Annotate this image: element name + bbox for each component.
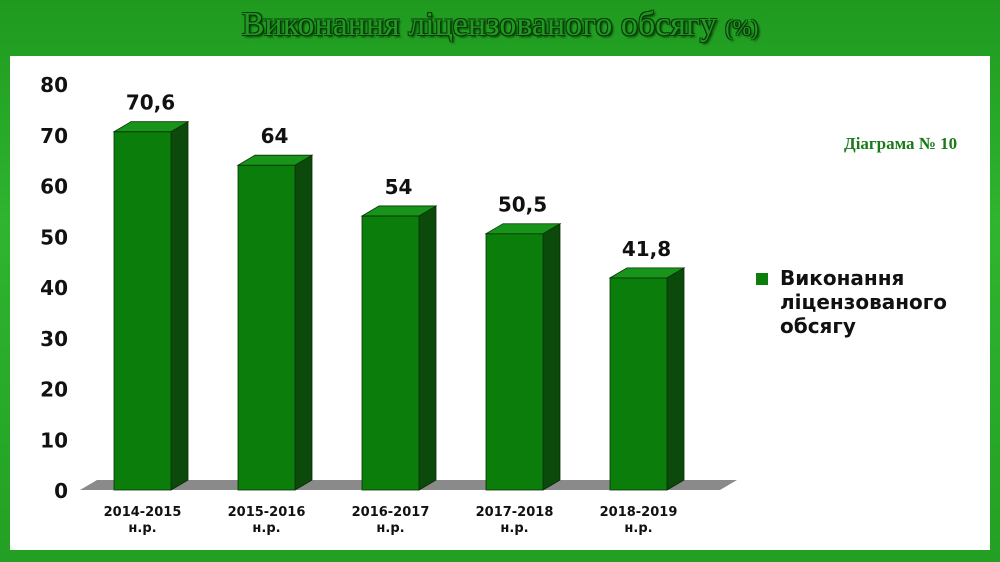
bar bbox=[237, 164, 296, 491]
x-tick-label: н.р. bbox=[252, 521, 280, 536]
bar-top bbox=[236, 154, 314, 166]
diagram-number-label: Діаграма № 10 bbox=[844, 134, 958, 153]
data-label: 54 bbox=[385, 175, 413, 199]
bar bbox=[113, 131, 172, 491]
data-label: 70,6 bbox=[126, 91, 175, 115]
x-tick-label: 2018-2019 bbox=[600, 505, 678, 520]
slide-title: Виконання ліцензованого обсягу (%) bbox=[0, 2, 1000, 48]
title-text: Виконання ліцензованого обсягу bbox=[241, 6, 717, 43]
bar bbox=[609, 277, 668, 491]
bar-side bbox=[170, 121, 189, 491]
y-tick-label: 50 bbox=[40, 225, 68, 249]
bar bbox=[485, 233, 544, 491]
bar-side bbox=[294, 154, 313, 491]
bar-side bbox=[542, 223, 561, 491]
y-tick-label: 40 bbox=[40, 276, 68, 300]
x-tick-label: 2016-2017 bbox=[352, 505, 430, 520]
x-tick-label: н.р. bbox=[376, 521, 404, 536]
bar-top bbox=[360, 205, 438, 217]
bar bbox=[361, 215, 420, 491]
x-tick-label: н.р. bbox=[500, 521, 528, 536]
y-tick-label: 10 bbox=[40, 428, 68, 452]
data-label: 41,8 bbox=[622, 237, 671, 261]
legend-swatch bbox=[756, 273, 768, 285]
x-tick-label: 2015-2016 bbox=[228, 505, 306, 520]
legend-label: Виконання ліцензованого обсягу bbox=[780, 266, 947, 338]
title-unit: (%) bbox=[725, 15, 759, 40]
bar-top bbox=[112, 121, 190, 133]
y-tick-label: 30 bbox=[40, 327, 68, 351]
bar-side bbox=[418, 205, 437, 491]
y-tick-label: 70 bbox=[40, 124, 68, 148]
data-label: 50,5 bbox=[498, 193, 547, 217]
bar-top bbox=[484, 223, 562, 235]
x-tick-label: 2014-2015 bbox=[104, 505, 182, 520]
bar-top bbox=[608, 267, 686, 279]
y-tick-label: 60 bbox=[40, 175, 68, 199]
y-tick-label: 0 bbox=[54, 479, 68, 503]
y-tick-label: 20 bbox=[40, 378, 68, 402]
x-tick-label: 2017-2018 bbox=[476, 505, 554, 520]
bar-chart: 0102030405060708070,62014-2015н.р.642015… bbox=[40, 73, 737, 536]
data-label: 64 bbox=[261, 124, 289, 148]
x-tick-label: н.р. bbox=[128, 521, 156, 536]
x-tick-label: н.р. bbox=[624, 521, 652, 536]
chart-panel: 0 10 20 30 40 50 60 70 80 70,6 2014-2015 н.р. 64 2015… bbox=[10, 56, 990, 550]
y-tick-label: 80 bbox=[40, 73, 68, 97]
bar-side bbox=[666, 267, 685, 491]
